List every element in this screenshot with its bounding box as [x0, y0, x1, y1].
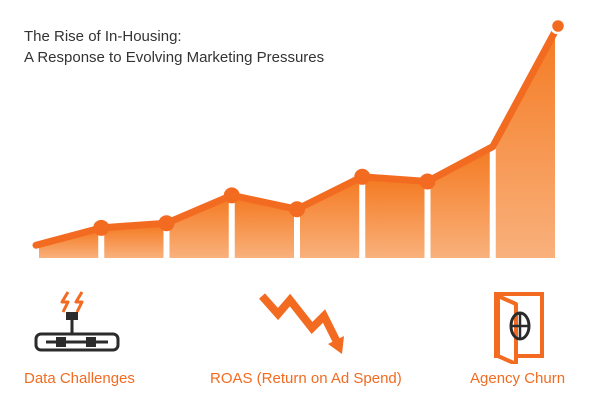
data-point-marker — [289, 201, 305, 218]
open-door-icon — [494, 292, 544, 366]
area-segment — [300, 178, 360, 258]
area-segment — [104, 225, 164, 258]
area-segment — [430, 148, 490, 258]
factor-label-data-challenges: Data Challenges — [24, 370, 135, 387]
data-point-marker — [354, 168, 371, 185]
agency-churn-icon-group — [478, 288, 558, 369]
area-segment — [169, 197, 229, 258]
area-segment — [495, 28, 555, 258]
data-challenges-icon-group — [30, 288, 130, 363]
chart-subtitle: A Response to Evolving Marketing Pressur… — [24, 49, 325, 66]
zigzag-down-arrow-icon — [259, 293, 344, 354]
chart-title: The Rise of In-Housing: — [24, 28, 182, 45]
factor-label-roas: ROAS (Return on Ad Spend) — [210, 370, 402, 387]
roas-icon-group — [252, 288, 352, 363]
area-segment — [39, 229, 99, 258]
chart-title-block: The Rise of In-Housing: A Response to Ev… — [24, 26, 324, 68]
data-point-marker — [549, 17, 567, 35]
data-point-marker — [223, 187, 240, 204]
factor-label-agency-churn: Agency Churn — [470, 370, 566, 387]
area-segment — [234, 197, 294, 258]
data-point-marker — [93, 219, 110, 236]
area-segment — [365, 178, 425, 258]
data-point-marker — [419, 173, 436, 190]
lightning-connector-icon — [34, 291, 120, 352]
data-point-marker — [158, 215, 175, 232]
